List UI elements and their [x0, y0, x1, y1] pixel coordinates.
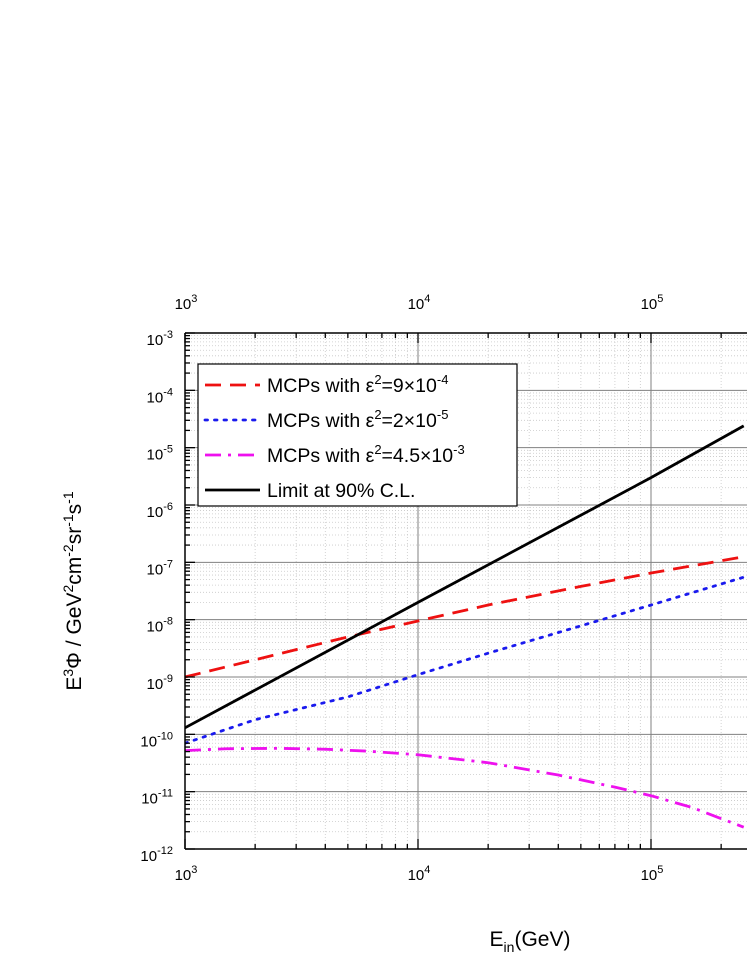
- legend-label-2: MCPs with ε2=2×10-5: [267, 407, 448, 432]
- series-line-3: [185, 746, 745, 829]
- y-tick-label: 10-10: [140, 730, 173, 750]
- legend: MCPs with ε2=9×10-4 MCPs with ε2=2×10-5 MC…: [197, 363, 518, 507]
- x-tick-label: 104: [408, 864, 431, 884]
- axes: [184, 332, 747, 850]
- x-tick-label: 103: [175, 864, 198, 884]
- x-tick-label-top: 103: [175, 293, 198, 313]
- y-tick-label: 10-3: [147, 329, 173, 349]
- series-lines: [185, 424, 746, 829]
- x-tick-label-top: 104: [408, 293, 431, 313]
- y-tick-label: 10-6: [147, 501, 173, 521]
- series-line-2: [185, 575, 746, 745]
- series-line-1: [185, 555, 744, 679]
- y-tick-label: 10-4: [147, 386, 173, 406]
- y-tick-label: 10-8: [147, 616, 173, 636]
- x-axis-title: Ein(GeV): [490, 928, 571, 955]
- legend-box: [197, 363, 518, 507]
- y-tick-label: 10-9: [147, 673, 173, 693]
- y-tick-label: 10-7: [147, 558, 173, 578]
- x-tick-label-top: 105: [641, 293, 664, 313]
- series-line-4: [185, 424, 745, 730]
- y-tick-label: 10-11: [141, 788, 173, 808]
- legend-label-1: MCPs with ε2=9×10-4: [267, 372, 448, 397]
- axis-labels: 103 103 104 104 105 105 10-12 10-11 10-10 10-9 10-…: [60, 293, 663, 955]
- legend-label-4: Limit at 90% C.L.: [267, 480, 415, 502]
- y-tick-label: 10-5: [147, 444, 173, 464]
- y-tick-label: 10-12: [140, 845, 173, 865]
- legend-label-3: MCPs with ε2=4.5×10-3: [267, 442, 465, 467]
- x-tick-label: 105: [641, 864, 664, 884]
- y-axis-title: E3Φ / GeV2cm-2sr-1s-1: [60, 491, 86, 690]
